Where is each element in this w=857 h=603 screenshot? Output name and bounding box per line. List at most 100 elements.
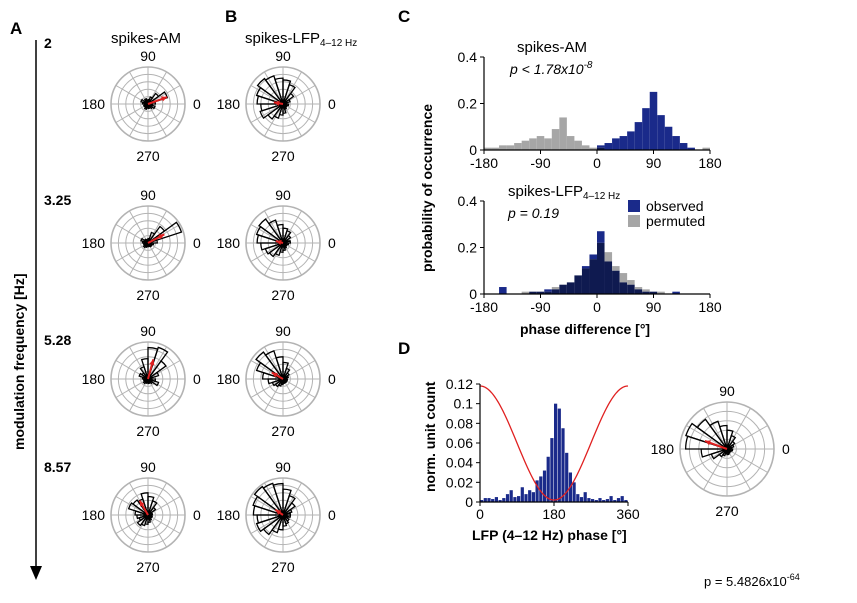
d-label-0: 0 bbox=[782, 441, 790, 457]
am-0-wedge bbox=[147, 96, 154, 105]
am-1-wedge bbox=[147, 221, 183, 244]
lfp-3-wedge bbox=[252, 505, 284, 516]
d-bar bbox=[483, 498, 487, 502]
lfp-3-wedge bbox=[252, 495, 284, 516]
lfp-1-wedge bbox=[279, 242, 284, 253]
am-3-wedge bbox=[127, 502, 149, 516]
c-top-xtick-label: -90 bbox=[530, 155, 550, 171]
d-bar bbox=[565, 452, 569, 502]
am-0-wedge bbox=[140, 98, 149, 105]
d-wedge bbox=[718, 448, 728, 458]
c-bot-bar-top bbox=[499, 287, 507, 294]
c-bot-bar-overlap bbox=[581, 268, 590, 294]
col-title-lfp: spikes-LFP4–12 Hz bbox=[245, 30, 357, 49]
c-top-pvalue: p < 1.78x10-8 bbox=[509, 60, 593, 77]
lfp-1-wedge bbox=[255, 225, 284, 244]
lfp-2-grid-spoke bbox=[282, 378, 316, 398]
lfp-1-wedge bbox=[268, 242, 284, 258]
c-top-bar-top bbox=[551, 129, 560, 150]
d-bar bbox=[616, 498, 621, 502]
d-bar bbox=[491, 499, 495, 502]
d-bar bbox=[591, 499, 595, 502]
chart-d-polar: p = 5.4826x10-64 90 180 0 270 bbox=[651, 383, 800, 589]
am-0-wedge bbox=[141, 101, 149, 105]
chart-d-hist: norm. unit count LFP (4–12 Hz) phase [°]… bbox=[422, 376, 640, 543]
lfp-1-wedge bbox=[282, 242, 287, 252]
lfp-0-wedge bbox=[282, 103, 290, 107]
lfp-1-mean-vector-head bbox=[275, 239, 282, 246]
am-2-wedge bbox=[144, 378, 149, 385]
am-2-label-0: 0 bbox=[193, 371, 201, 387]
c-top-bar-top bbox=[642, 108, 650, 150]
am-1-wedge bbox=[146, 242, 149, 248]
am-1-wedge bbox=[144, 242, 149, 249]
lfp-0-wedge bbox=[278, 103, 284, 116]
am-2-wedge bbox=[147, 346, 159, 380]
chart-c-top: spikes-AM p < 1.78x10-8 -180 -90 0 90 180 0 0.… bbox=[458, 39, 722, 171]
c-bot-bar-overlap bbox=[544, 291, 552, 294]
lfp-0-wedge bbox=[267, 103, 284, 120]
c-top-xtick-label: 0 bbox=[593, 155, 601, 171]
d-grid-spoke bbox=[726, 448, 751, 490]
d-bar bbox=[587, 498, 591, 502]
c-top-bar-top bbox=[657, 115, 665, 150]
lfp-0-wedge bbox=[256, 77, 284, 105]
d-bar bbox=[624, 500, 628, 502]
lfp-2-label-90: 90 bbox=[275, 323, 291, 339]
am-3-label-0: 0 bbox=[193, 507, 201, 523]
am-1-wedge bbox=[142, 242, 149, 249]
c-top-bar-top bbox=[491, 147, 500, 150]
lfp-0-wedge bbox=[255, 86, 284, 105]
am-1-grid-spoke bbox=[147, 242, 181, 262]
lfp-1-wedge bbox=[258, 218, 284, 244]
d-bar bbox=[594, 500, 598, 502]
c-bot-bar-top bbox=[657, 291, 665, 294]
lfp-3-label-270: 270 bbox=[271, 559, 295, 575]
lfp-2-wedge bbox=[261, 371, 284, 380]
lfp-3-wedge bbox=[255, 514, 284, 533]
d-pvalue-main: p = 5.4826x10 bbox=[704, 574, 787, 589]
lfp-1-label-180: 180 bbox=[217, 235, 241, 251]
d-sine-curve bbox=[479, 385, 629, 501]
am-1-wedge bbox=[147, 231, 156, 244]
lfp-0-label-90: 90 bbox=[275, 48, 291, 64]
lfp-2-wedge bbox=[267, 378, 284, 385]
c-bot-bar-overlap bbox=[619, 282, 628, 294]
am-1-wedge bbox=[147, 237, 151, 244]
c-bot-bar-top bbox=[581, 266, 590, 269]
d-label-90: 90 bbox=[719, 383, 735, 399]
d-bar bbox=[576, 494, 580, 502]
panel-letter-d: D bbox=[398, 339, 410, 358]
lfp-1-label-270: 270 bbox=[271, 287, 295, 303]
d-wedge bbox=[710, 448, 728, 460]
am-3-wedge bbox=[147, 514, 152, 524]
am-2-wedge bbox=[141, 376, 149, 380]
lfp-2-wedge bbox=[282, 378, 286, 385]
c-top-bar-top bbox=[484, 147, 492, 150]
c-top-bar-top bbox=[589, 147, 597, 150]
am-2-wedge bbox=[138, 372, 149, 380]
legend-label-permuted: permuted bbox=[646, 213, 705, 229]
d-mean-vector-head bbox=[704, 440, 711, 446]
d-bar bbox=[620, 496, 624, 502]
am-1-wedge bbox=[147, 242, 155, 246]
am-0-label-180: 180 bbox=[82, 96, 106, 112]
am-1-polar: 90 180 0 270 bbox=[82, 187, 201, 303]
d-bar bbox=[505, 494, 510, 502]
am-0-wedge bbox=[143, 103, 149, 111]
d-bar bbox=[513, 497, 517, 502]
am-3-wedge bbox=[147, 512, 154, 516]
am-3-label-90: 90 bbox=[140, 459, 156, 475]
d-ytick-label: 0.06 bbox=[446, 435, 473, 451]
am-1-wedge bbox=[141, 240, 149, 244]
c-bot-bar-overlap bbox=[551, 289, 560, 294]
am-2-wedge bbox=[139, 365, 149, 380]
am-1-mean-vector-head bbox=[158, 234, 165, 240]
col-title-am: spikes-AM bbox=[111, 30, 181, 47]
am-1-grid-spoke bbox=[147, 242, 167, 276]
lfp-2-wedge bbox=[282, 378, 289, 382]
d-wedge bbox=[726, 448, 730, 456]
c-bot-bar-overlap bbox=[566, 282, 575, 294]
am-0-wedge bbox=[147, 103, 151, 110]
am-2-wedge bbox=[147, 378, 160, 387]
